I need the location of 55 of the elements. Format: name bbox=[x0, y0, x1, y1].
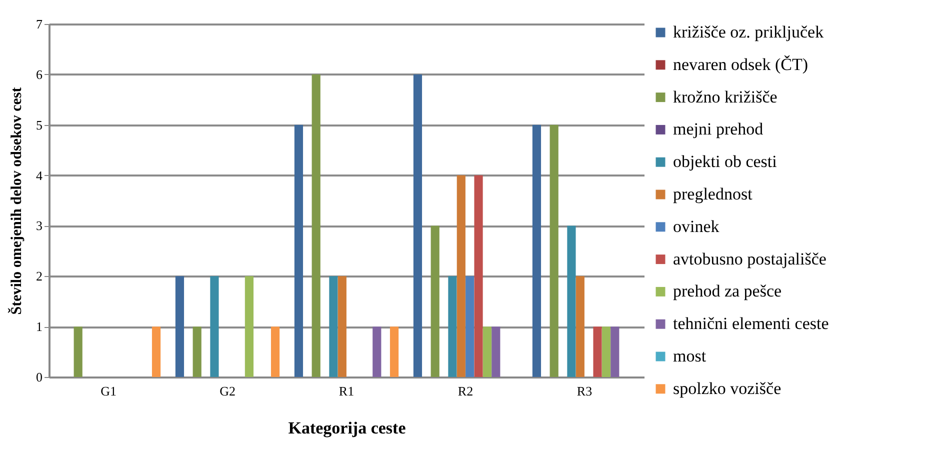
bar bbox=[610, 326, 620, 377]
y-tick-label: 4 bbox=[36, 168, 43, 183]
x-tick-label: R1 bbox=[338, 384, 354, 398]
bar bbox=[175, 276, 184, 377]
x-tick-label: R2 bbox=[458, 384, 474, 398]
y-tick-label: 3 bbox=[36, 218, 42, 234]
x-tick-label: R3 bbox=[576, 384, 592, 398]
legend-label: ovinek bbox=[673, 216, 720, 236]
legend-label: spolzko vozišče bbox=[673, 378, 782, 398]
x-tick-label: G2 bbox=[220, 384, 236, 398]
bar bbox=[192, 326, 202, 377]
legend-label: tehnični elementi ceste bbox=[673, 314, 829, 334]
legend-label: preglednost bbox=[673, 184, 753, 204]
bar bbox=[312, 74, 320, 377]
bar bbox=[244, 276, 254, 377]
bar bbox=[492, 326, 500, 377]
bar bbox=[576, 276, 584, 377]
y-tick-label: 0 bbox=[36, 370, 42, 384]
bar bbox=[390, 326, 399, 377]
bar bbox=[372, 326, 382, 377]
bar bbox=[270, 326, 280, 377]
bar bbox=[329, 276, 338, 377]
y-axis-title: Število omejenih delov odsekov cest bbox=[7, 87, 25, 315]
bar bbox=[74, 326, 82, 377]
bar bbox=[210, 276, 219, 377]
bar bbox=[338, 276, 346, 377]
y-tick-label: 2 bbox=[36, 268, 42, 284]
x-axis-title: Kategorija ceste bbox=[288, 418, 406, 438]
legend-label: objekti ob cesti bbox=[673, 152, 778, 172]
bar bbox=[152, 326, 161, 377]
bar bbox=[602, 326, 611, 377]
bar bbox=[294, 124, 304, 377]
legend-label: krožno križišče bbox=[673, 87, 778, 106]
bar bbox=[456, 175, 466, 377]
bar bbox=[550, 124, 558, 377]
bar bbox=[466, 276, 474, 377]
bar bbox=[567, 226, 576, 377]
y-tick-label: 1 bbox=[36, 319, 42, 334]
bar bbox=[532, 124, 542, 377]
legend-label: prehod za pešce bbox=[673, 282, 782, 301]
bar bbox=[482, 326, 492, 377]
legend-label: avtobusno postajališče bbox=[673, 249, 826, 268]
bar bbox=[593, 326, 602, 377]
y-tick-label: 5 bbox=[36, 117, 42, 132]
legend-label: križišče oz. priključek bbox=[673, 22, 824, 42]
legend-label: nevaren odsek (ČT) bbox=[673, 54, 808, 74]
bar bbox=[448, 276, 457, 377]
bar bbox=[430, 226, 440, 377]
legend-label: mejni prehod bbox=[673, 120, 764, 139]
legend-label: most bbox=[673, 346, 706, 366]
y-tick-label: 7 bbox=[36, 16, 43, 32]
bar bbox=[474, 175, 483, 377]
y-tick-label: 6 bbox=[36, 66, 43, 82]
bar bbox=[413, 74, 422, 377]
x-tick-label: G1 bbox=[100, 384, 116, 398]
